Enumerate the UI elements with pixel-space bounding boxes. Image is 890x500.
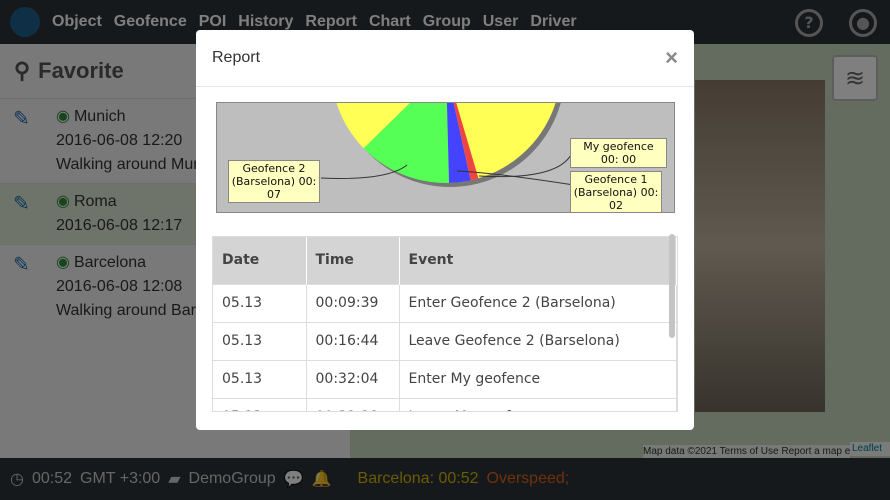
cell-time: 00:32:04 bbox=[306, 359, 400, 398]
cell-event: Enter My geofence bbox=[399, 359, 677, 398]
col-time[interactable]: Time bbox=[306, 237, 400, 284]
cell-event: Enter Geofence 2 (Barselona) bbox=[399, 283, 677, 322]
cell-time: 00:09:39 bbox=[306, 283, 400, 322]
col-event[interactable]: Event bbox=[399, 237, 677, 284]
label-my-geofence: My geofence 00: 00 bbox=[570, 138, 667, 168]
slice-geofence-1 bbox=[446, 103, 471, 183]
table-row[interactable]: 05.13 00:16:44 Leave Geofence 2 (Barselona… bbox=[213, 321, 677, 360]
slice-other bbox=[336, 103, 556, 183]
table-scrollbar[interactable] bbox=[669, 234, 675, 338]
leader-geofence-2 bbox=[320, 164, 408, 179]
table-row[interactable]: 05.13 00:32:04 Enter My geofence bbox=[213, 359, 677, 398]
cell-date: 05.13 bbox=[213, 283, 307, 322]
events-table: Date Time Event 05.13 00:09:39 Enter Geofenc… bbox=[212, 236, 678, 412]
cell-time: 00:16:44 bbox=[306, 321, 400, 360]
cell-date: 05.13 bbox=[213, 359, 307, 398]
leader-geofence-1 bbox=[456, 170, 575, 186]
label-geofence-2: Geofence 2 (Barselona) 00: 07 bbox=[228, 160, 320, 203]
modal-header: Report × bbox=[196, 30, 694, 87]
pie-chart: Geofence 2 (Barselona) 00: 07 My geofenc… bbox=[216, 102, 675, 213]
report-modal: Report × Geofence 2 (Barselona) 00: 07 My… bbox=[196, 30, 694, 430]
table-row[interactable]: 05.13 00:09:39 Enter Geofence 2 (Barselona… bbox=[213, 283, 677, 322]
cell-event: Leave My geofence bbox=[399, 397, 677, 411]
label-geofence-1: Geofence 1 (Barselona) 00: 02 bbox=[570, 171, 662, 212]
slice-my-geofence bbox=[453, 103, 479, 181]
close-button[interactable]: × bbox=[665, 45, 678, 70]
col-date[interactable]: Date bbox=[213, 237, 307, 284]
pie-svg bbox=[320, 103, 575, 187]
cell-date: 05.13 bbox=[213, 321, 307, 360]
cell-event: Leave Geofence 2 (Barselona) bbox=[399, 321, 677, 360]
cell-date: 05.13 bbox=[213, 397, 307, 411]
cell-time: 00:32:18 bbox=[306, 397, 400, 411]
slice-geofence-2 bbox=[363, 103, 450, 183]
modal-title: Report bbox=[212, 49, 261, 66]
